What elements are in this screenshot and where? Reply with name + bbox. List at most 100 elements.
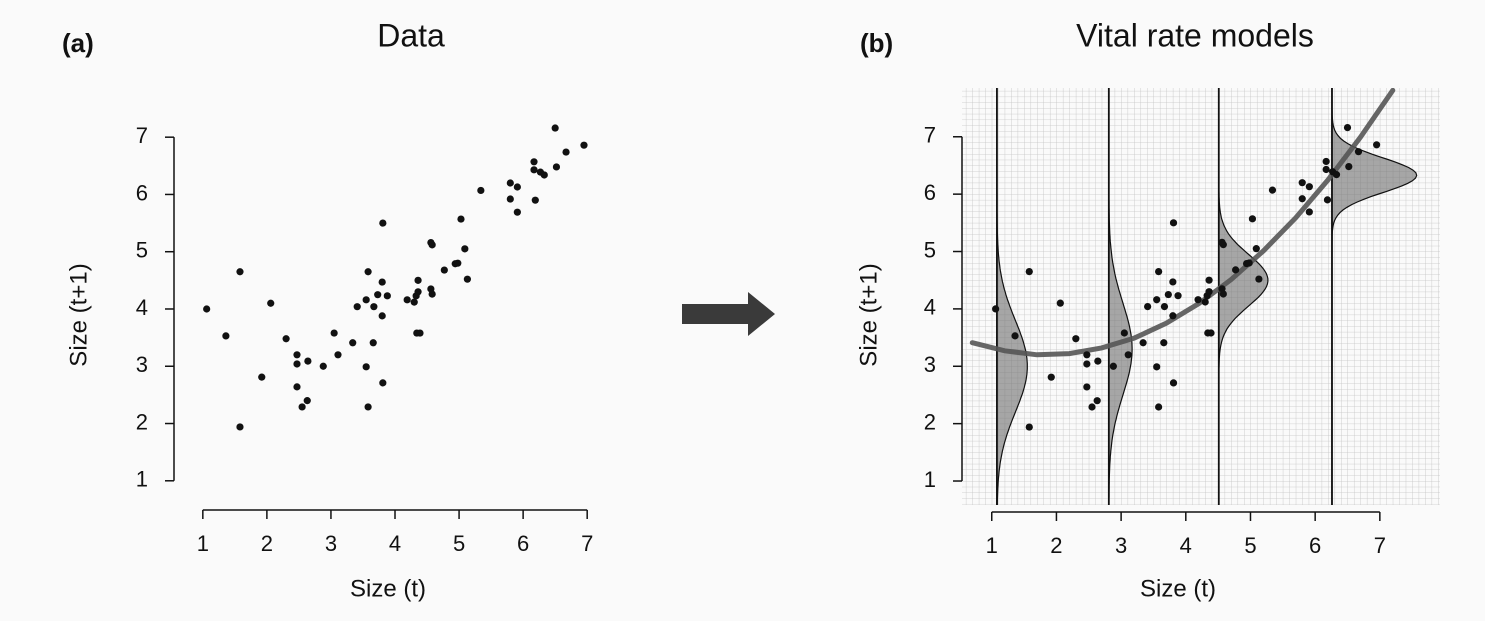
point xyxy=(513,208,521,216)
point xyxy=(1160,302,1169,311)
x-tick-label: 2 xyxy=(261,531,273,556)
arrow xyxy=(682,292,775,336)
point xyxy=(1088,403,1096,411)
point xyxy=(1139,339,1147,347)
point xyxy=(992,305,1000,313)
y-tick-label: 4 xyxy=(136,295,148,320)
y-tick-label: 3 xyxy=(136,352,148,377)
point xyxy=(1109,362,1117,370)
point xyxy=(1245,259,1253,267)
x-tick-label: 5 xyxy=(453,531,465,556)
point xyxy=(379,379,387,387)
y-axis-label: Size (t+1) xyxy=(855,263,882,366)
point xyxy=(1201,298,1209,306)
y-tick-label: 3 xyxy=(924,352,936,377)
point xyxy=(457,215,465,223)
point xyxy=(1164,290,1172,299)
point xyxy=(1248,215,1257,223)
point xyxy=(461,245,469,253)
point xyxy=(1373,141,1381,149)
point xyxy=(293,383,301,391)
point xyxy=(303,397,311,405)
point xyxy=(1169,278,1177,286)
x-tick-label: 4 xyxy=(389,531,401,556)
point xyxy=(1025,423,1033,431)
point xyxy=(551,124,559,132)
point xyxy=(1169,379,1178,387)
point xyxy=(1205,276,1213,284)
point xyxy=(477,186,485,195)
point xyxy=(203,305,211,313)
point xyxy=(414,288,422,296)
point xyxy=(1207,329,1215,337)
point xyxy=(378,312,386,320)
point xyxy=(1120,329,1128,337)
point xyxy=(364,403,372,411)
y-tick-label: 1 xyxy=(136,467,148,492)
point xyxy=(353,303,361,311)
x-axis-label: Size (t) xyxy=(350,575,426,602)
fit-curve xyxy=(969,88,1396,358)
point xyxy=(1153,363,1161,371)
point xyxy=(378,278,386,286)
y-tick-label: 2 xyxy=(924,409,936,434)
point xyxy=(403,296,411,304)
y-axis-label: Size (t+1) xyxy=(65,263,92,366)
point xyxy=(258,373,266,381)
point xyxy=(1252,245,1260,253)
point xyxy=(364,268,372,276)
point xyxy=(540,171,548,179)
point xyxy=(506,195,514,203)
point xyxy=(1056,299,1064,307)
point xyxy=(1343,123,1352,132)
point xyxy=(580,141,588,149)
y-tick-label: 2 xyxy=(136,409,148,434)
point xyxy=(454,259,462,267)
point xyxy=(1155,267,1163,276)
point xyxy=(1144,302,1152,311)
point xyxy=(410,298,418,306)
point xyxy=(1011,332,1019,340)
point xyxy=(1205,288,1213,296)
point xyxy=(552,163,561,171)
point xyxy=(1345,163,1353,171)
x-tick-label: 1 xyxy=(986,533,998,558)
point xyxy=(1298,195,1306,203)
point xyxy=(416,329,424,337)
y-tick-label: 5 xyxy=(924,237,936,262)
point xyxy=(1047,373,1055,381)
x-tick-label: 7 xyxy=(1374,533,1386,558)
point xyxy=(1194,296,1202,304)
point xyxy=(334,351,342,359)
point xyxy=(440,266,448,274)
point xyxy=(349,339,357,347)
point xyxy=(1124,351,1132,359)
point xyxy=(1232,266,1240,274)
chart-title: Data xyxy=(377,17,445,53)
point xyxy=(1160,339,1168,347)
point xyxy=(298,403,306,411)
x-tick-label: 5 xyxy=(1244,533,1256,558)
point xyxy=(1093,397,1101,405)
point xyxy=(1322,165,1330,174)
y-tick-label: 4 xyxy=(924,295,936,320)
point xyxy=(1218,238,1226,246)
point xyxy=(1332,171,1341,179)
point xyxy=(1305,183,1313,191)
point xyxy=(1298,179,1306,187)
point xyxy=(222,332,230,340)
point xyxy=(319,362,327,370)
point xyxy=(1094,357,1102,365)
point xyxy=(1025,267,1033,276)
point xyxy=(1169,312,1177,320)
point xyxy=(370,303,378,311)
point xyxy=(427,238,435,247)
point xyxy=(293,351,301,359)
point xyxy=(293,360,301,368)
point xyxy=(330,329,338,337)
point xyxy=(1268,186,1277,194)
point xyxy=(513,183,521,191)
point xyxy=(267,299,275,307)
point xyxy=(1153,296,1161,304)
point xyxy=(1174,292,1182,300)
